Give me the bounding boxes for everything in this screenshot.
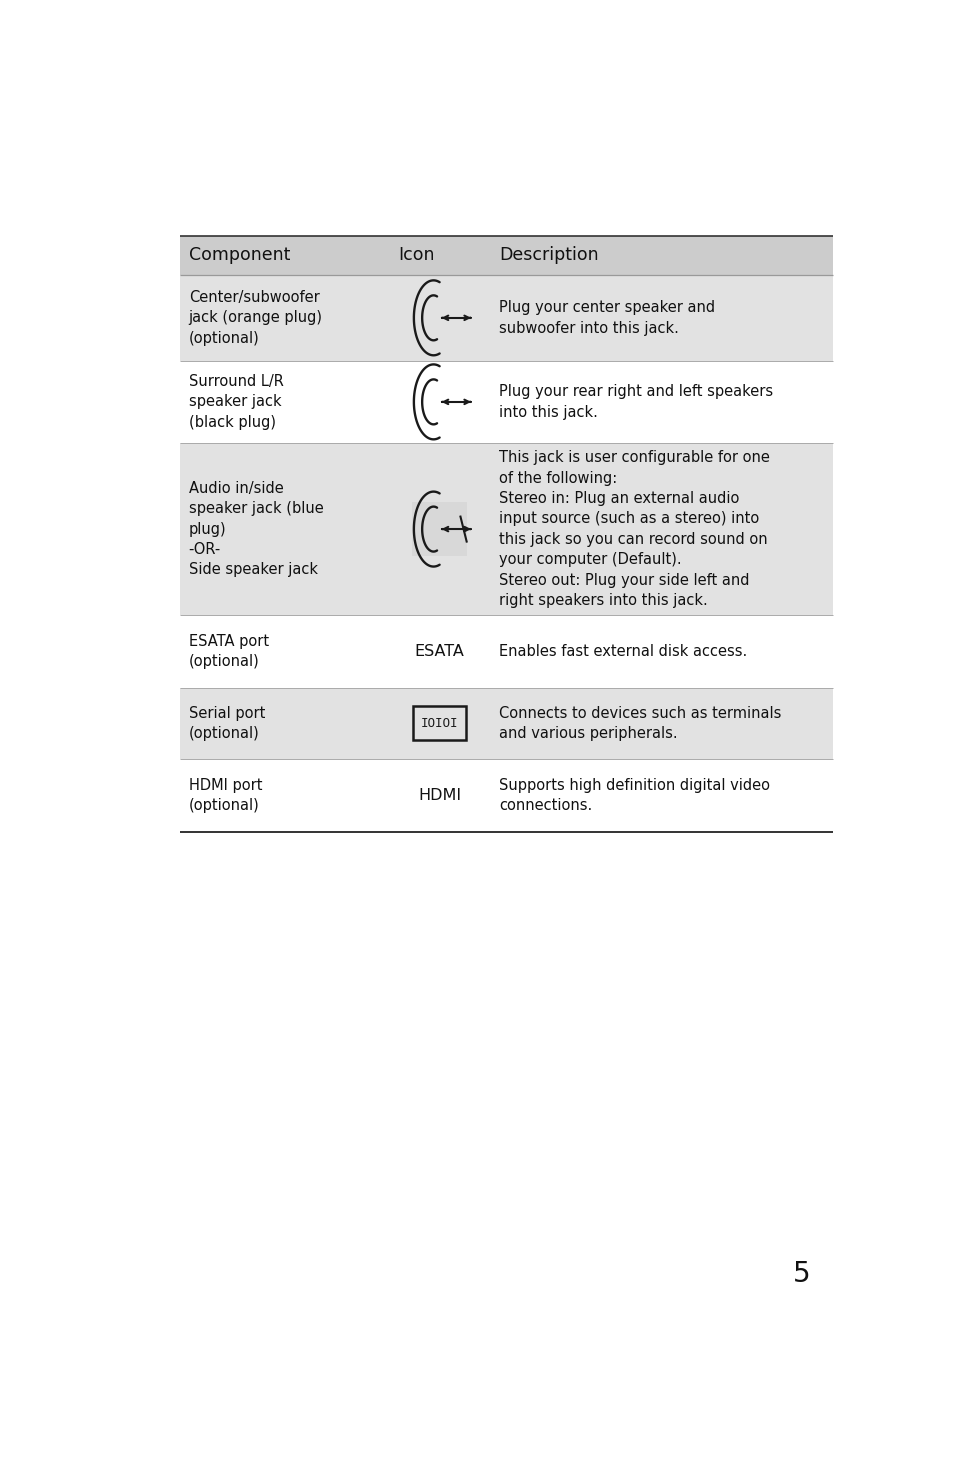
Text: ESATA: ESATA	[415, 645, 464, 659]
Text: Plug your center speaker and
subwoofer into this jack.: Plug your center speaker and subwoofer i…	[498, 299, 715, 335]
Text: Description: Description	[498, 246, 598, 264]
Text: Component: Component	[189, 246, 290, 264]
Text: ESATA port
(optional): ESATA port (optional)	[189, 634, 269, 670]
Text: 5: 5	[792, 1260, 810, 1288]
Bar	[180, 274, 832, 361]
Bar	[180, 236, 832, 274]
Bar	[180, 687, 832, 758]
Bar	[412, 502, 467, 556]
Text: This jack is user configurable for one
of the following:
Stereo in: Plug an exte: This jack is user configurable for one o…	[498, 450, 769, 608]
Text: Serial port
(optional): Serial port (optional)	[189, 705, 265, 740]
Text: Audio in/side
speaker jack (blue
plug)
-OR-
Side speaker jack: Audio in/side speaker jack (blue plug) -…	[189, 481, 323, 577]
Text: Supports high definition digital video
connections.: Supports high definition digital video c…	[498, 777, 769, 813]
Text: HDMI port
(optional): HDMI port (optional)	[189, 777, 262, 813]
Text: HDMI: HDMI	[417, 788, 461, 802]
Text: Surround L/R
speaker jack
(black plug): Surround L/R speaker jack (black plug)	[189, 375, 283, 429]
Text: IOIOI: IOIOI	[420, 717, 458, 730]
Text: Plug your rear right and left speakers
into this jack.: Plug your rear right and left speakers i…	[498, 384, 773, 419]
Text: Connects to devices such as terminals
and various peripherals.: Connects to devices such as terminals an…	[498, 705, 781, 740]
Bar	[180, 361, 832, 442]
Text: Center/subwoofer
jack (orange plug)
(optional): Center/subwoofer jack (orange plug) (opt…	[189, 291, 322, 345]
Bar	[180, 442, 832, 615]
Bar	[180, 615, 832, 687]
Bar	[180, 758, 832, 832]
Text: Icon: Icon	[397, 246, 434, 264]
Text: Enables fast external disk access.: Enables fast external disk access.	[498, 645, 747, 659]
